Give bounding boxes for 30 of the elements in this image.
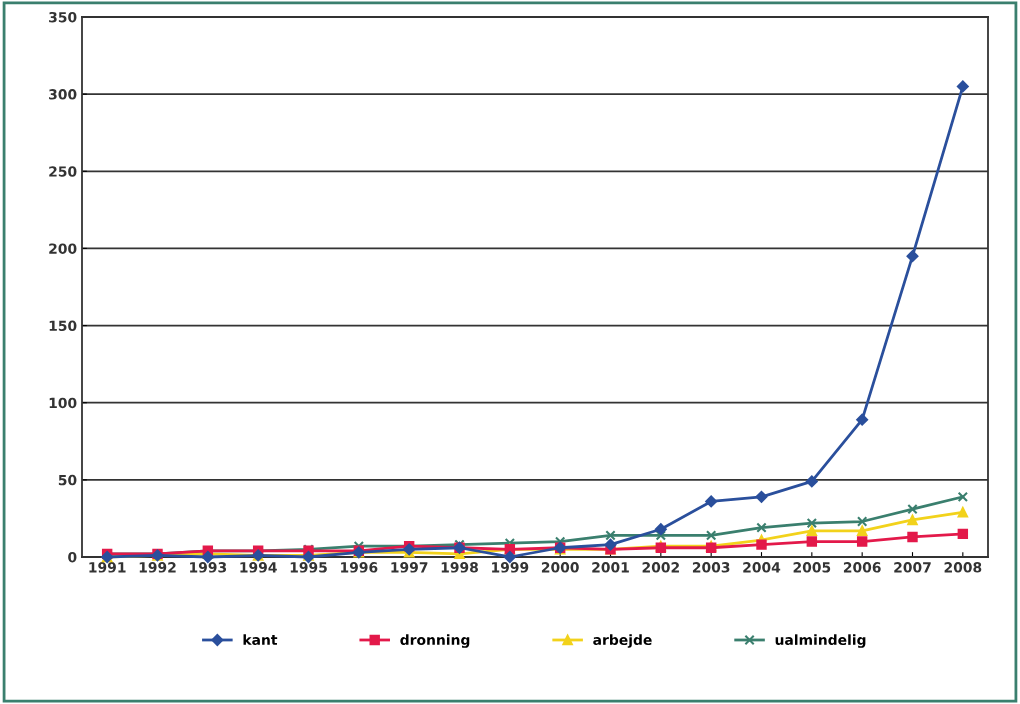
legend-label: ualmindelig [775, 634, 866, 648]
x-tick-label: 2001 [592, 562, 629, 573]
x-tick-label: 1995 [290, 562, 327, 573]
x-tick-label: 1992 [139, 562, 176, 573]
y-tick-label: 250 [49, 166, 77, 177]
legend-label: kant [243, 634, 278, 646]
x-tick-label: 2007 [894, 562, 931, 573]
y-tick-label: 100 [49, 397, 77, 409]
x-tick-label: 1999 [492, 562, 529, 573]
x-tick-label: 1994 [240, 562, 277, 573]
x-tick-label: 1996 [341, 562, 378, 573]
y-tick-label: 0 [68, 551, 77, 563]
x-tick-label: 1993 [190, 562, 227, 573]
y-tick-label: 50 [58, 474, 77, 486]
y-tick-label: 300 [49, 89, 77, 100]
x-tick-label: 2004 [743, 562, 781, 573]
x-tick-label: 1997 [391, 562, 428, 573]
y-tick-label: 150 [49, 320, 77, 332]
y-tick-label: 350 [49, 11, 77, 23]
legend-label: arbejde [593, 634, 652, 648]
x-tick-label: 2008 [944, 562, 982, 573]
x-tick-label: 2005 [793, 562, 831, 573]
x-tick-label: 2006 [843, 562, 881, 573]
x-tick-label: 2002 [642, 562, 679, 573]
x-tick-label: 2003 [692, 562, 730, 573]
legend-label: dronning [400, 634, 470, 648]
x-tick-label: 2000 [541, 562, 579, 573]
x-tick-label: 1998 [441, 562, 478, 573]
x-tick-label: 1991 [89, 562, 126, 573]
y-tick-label: 200 [49, 243, 77, 254]
